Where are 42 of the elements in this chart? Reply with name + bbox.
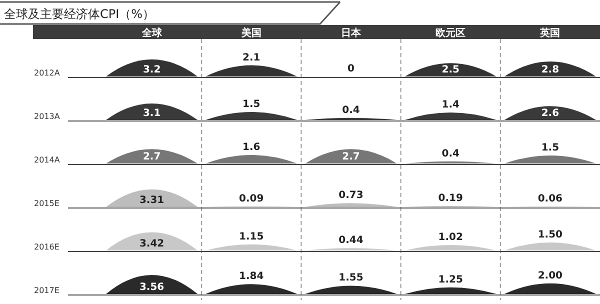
x-tick-label: 日本 (341, 27, 362, 39)
data-label: 0.4 (442, 148, 460, 160)
data-label: 1.25 (438, 274, 463, 286)
data-label: 1.5 (242, 98, 260, 110)
data-label: 3.2 (142, 64, 161, 76)
x-tick-label: 美国 (240, 27, 262, 39)
data-label: 3.56 (139, 282, 164, 293)
y-tick-label: 2015E (34, 199, 60, 208)
data-label: 0.4 (342, 104, 360, 116)
data-label: 1.5 (541, 142, 560, 154)
data-label: 3.42 (139, 238, 164, 250)
data-label: 0.44 (338, 235, 364, 246)
y-tick-label: 2017E (34, 286, 60, 295)
data-label: 2.5 (442, 64, 460, 76)
data-label: 1.55 (338, 272, 364, 284)
data-label: 1.15 (239, 231, 264, 242)
data-label: 3.31 (139, 195, 164, 206)
data-label: 3.1 (142, 108, 161, 119)
y-tick-label: 2012A (34, 68, 60, 78)
data-label: 2.6 (541, 108, 560, 119)
data-label: 0.73 (338, 190, 364, 202)
y-tick-label: 2016E (34, 242, 60, 252)
data-label: 0.06 (538, 194, 563, 205)
x-tick-label: 欧元区 (436, 27, 466, 39)
data-label: 0 (348, 64, 355, 74)
title: 全球及主要经济体CPI（%） (4, 7, 155, 21)
data-label: 1.50 (538, 229, 563, 240)
data-label: 1.6 (242, 142, 260, 153)
data-label: 0.19 (438, 192, 463, 204)
y-tick-label: 2014A (34, 156, 60, 164)
data-label: 2.7 (142, 152, 161, 162)
data-label: 2.8 (541, 64, 560, 76)
x-tick-label: 英国 (539, 27, 560, 39)
x-tick-label: 全球 (140, 27, 163, 39)
data-label: 1.4 (442, 100, 460, 111)
data-label: 2.7 (342, 152, 360, 162)
y-tick-label: 2013A (34, 112, 60, 121)
data-label: 0.09 (239, 194, 264, 205)
data-label: 1.84 (239, 271, 264, 282)
data-label: 2.00 (538, 270, 563, 282)
data-label: 1.02 (438, 232, 463, 244)
data-label: 2.1 (242, 52, 260, 64)
